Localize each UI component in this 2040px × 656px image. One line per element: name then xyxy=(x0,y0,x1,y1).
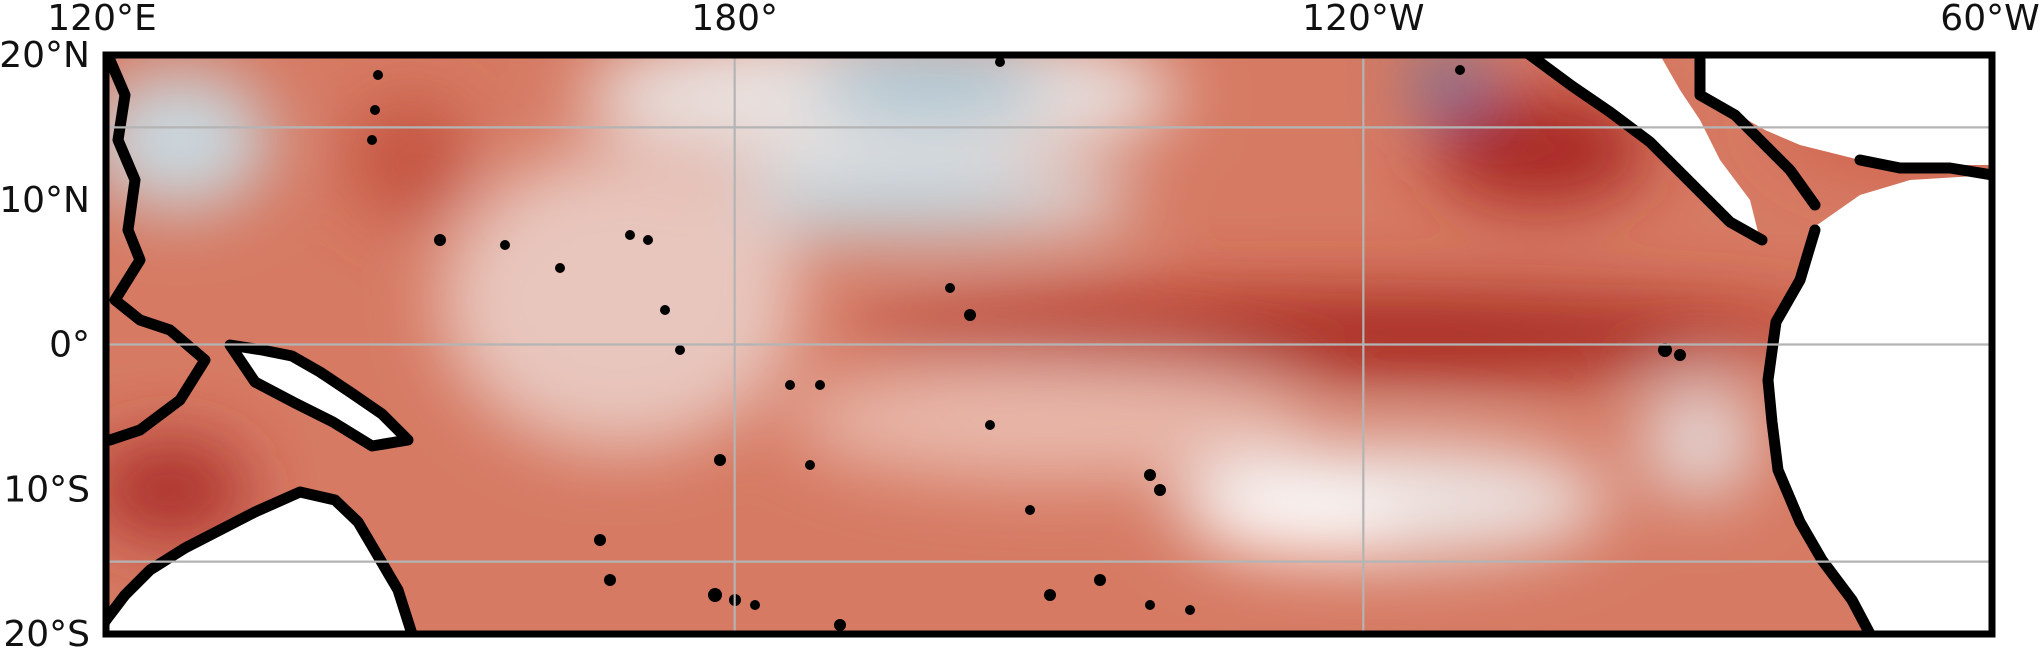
gridlines xyxy=(106,55,1992,634)
lat-tick-label: 20°N xyxy=(0,35,90,76)
lat-tick-label: 10°N xyxy=(0,180,90,221)
field-blob xyxy=(1410,63,1490,107)
field-blob xyxy=(1200,485,1400,555)
map-frame xyxy=(102,51,1996,638)
field-blob xyxy=(106,440,250,540)
lat-tick-label: 10°S xyxy=(3,469,90,510)
coastline-new-guinea xyxy=(224,339,414,452)
field-blob xyxy=(350,100,470,220)
longitude-tick-labels: 120°E 180° 120°W 60°W xyxy=(47,0,2039,39)
coastline-maritime-continent xyxy=(106,55,211,446)
island-dots xyxy=(367,57,1686,631)
land-new-guinea xyxy=(230,345,410,445)
coastlines xyxy=(106,55,1992,634)
field-blob xyxy=(106,70,270,210)
land-south-america xyxy=(1768,175,1992,634)
land-mexico-gulf xyxy=(1700,55,1992,165)
field-blob xyxy=(1430,95,1650,205)
field-blob xyxy=(1640,380,1760,500)
lat-tick-label: 0° xyxy=(49,325,90,366)
land-mask xyxy=(106,55,1992,634)
lon-tick-label: 180° xyxy=(691,0,778,39)
anomaly-field xyxy=(106,55,1992,560)
field-blob xyxy=(440,150,800,450)
field-blob xyxy=(750,180,1050,220)
coastline-south-america xyxy=(1762,224,1876,634)
latitude-tick-labels: 20°N 10°N 0° 10°S 20°S xyxy=(0,35,90,655)
coastline-central-america xyxy=(1524,55,1768,246)
map-area xyxy=(106,55,1992,634)
field-blob xyxy=(790,360,1310,480)
coastline-caribbean xyxy=(1854,154,1992,181)
lon-tick-label: 120°E xyxy=(47,0,156,39)
lat-tick-label: 20°S xyxy=(3,614,90,655)
field-blob xyxy=(810,55,1050,125)
lon-tick-label: 60°W xyxy=(1940,0,2039,39)
lon-tick-label: 120°W xyxy=(1302,0,1424,39)
